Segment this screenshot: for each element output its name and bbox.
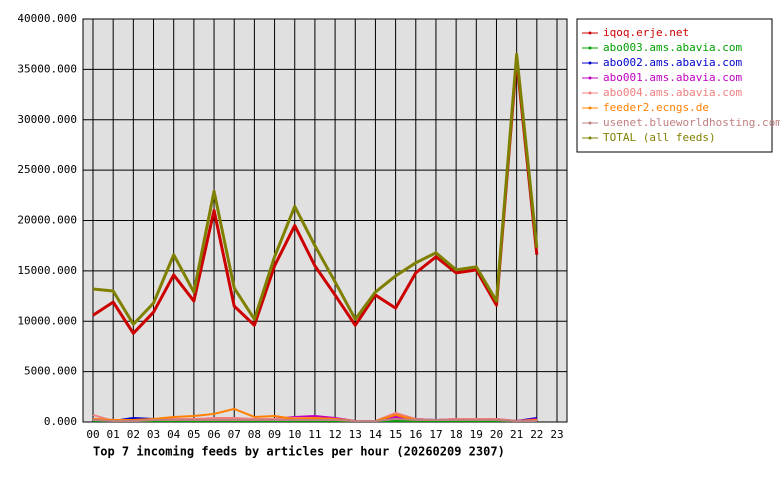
- legend-label: feeder2.ecngs.de: [603, 101, 709, 114]
- legend-marker: [588, 121, 592, 125]
- x-tick-label: 16: [409, 428, 422, 441]
- legend-label: abo002.ams.abavia.com: [603, 56, 742, 69]
- x-tick-label: 13: [349, 428, 362, 441]
- legend-label: TOTAL (all feeds): [603, 131, 716, 144]
- series-line: [92, 57, 539, 335]
- x-tick-label: 20: [490, 428, 503, 441]
- chart-title: Top 7 incoming feeds by articles per hou…: [93, 445, 505, 459]
- x-tick-label: 17: [429, 428, 442, 441]
- x-tick-label: 10: [288, 428, 301, 441]
- x-tick-label: 07: [228, 428, 241, 441]
- x-tick-label: 19: [470, 428, 483, 441]
- legend-marker: [588, 31, 592, 35]
- y-tick-label: 20000.000: [17, 214, 77, 227]
- x-tick-label: 04: [167, 428, 181, 441]
- y-tick-label: 15000.000: [17, 264, 77, 277]
- plot-border: [82, 18, 568, 423]
- y-tick-label: 5000.000: [24, 365, 77, 378]
- legend-marker: [588, 106, 592, 110]
- legend-label: abo001.ams.abavia.com: [603, 71, 742, 84]
- x-tick-label: 21: [510, 428, 523, 441]
- legend-label: iqoq.erje.net: [603, 26, 689, 39]
- x-tick-label: 15: [389, 428, 402, 441]
- legend-label: abo004.ams.abavia.com: [603, 86, 742, 99]
- series-line: [92, 417, 537, 422]
- x-tick-label: 09: [268, 428, 281, 441]
- y-tick-label: 10000.000: [17, 314, 77, 327]
- y-tick-label: 30000.000: [17, 113, 77, 126]
- x-tick-label: 08: [248, 428, 261, 441]
- legend-marker: [588, 136, 592, 140]
- x-tick-label: 03: [147, 428, 160, 441]
- x-tick-label: 12: [328, 428, 341, 441]
- x-tick-label: 02: [127, 428, 140, 441]
- legend-label: usenet.blueworldhosting.com: [603, 116, 780, 129]
- legend-marker: [588, 61, 592, 65]
- legend: [576, 18, 773, 153]
- x-tick-label: 06: [207, 428, 220, 441]
- x-tick-label: 18: [450, 428, 463, 441]
- legend-label: abo003.ams.abavia.com: [603, 41, 742, 54]
- x-tick-label: 01: [107, 428, 120, 441]
- x-tick-label: 23: [550, 428, 563, 441]
- series-line: [92, 52, 539, 326]
- x-tick-label: 11: [308, 428, 321, 441]
- y-tick-label: 25000.000: [17, 163, 77, 176]
- x-tick-label: 05: [187, 428, 200, 441]
- x-tick-label: 22: [530, 428, 543, 441]
- y-tick-label: 0.000: [44, 415, 77, 428]
- legend-marker: [588, 76, 592, 80]
- x-tick-label: 14: [369, 428, 383, 441]
- y-tick-label: 40000.000: [17, 12, 77, 25]
- x-tick-label: 00: [86, 428, 99, 441]
- y-tick-label: 35000.000: [17, 62, 77, 75]
- legend-marker: [588, 91, 592, 95]
- legend-marker: [588, 46, 592, 50]
